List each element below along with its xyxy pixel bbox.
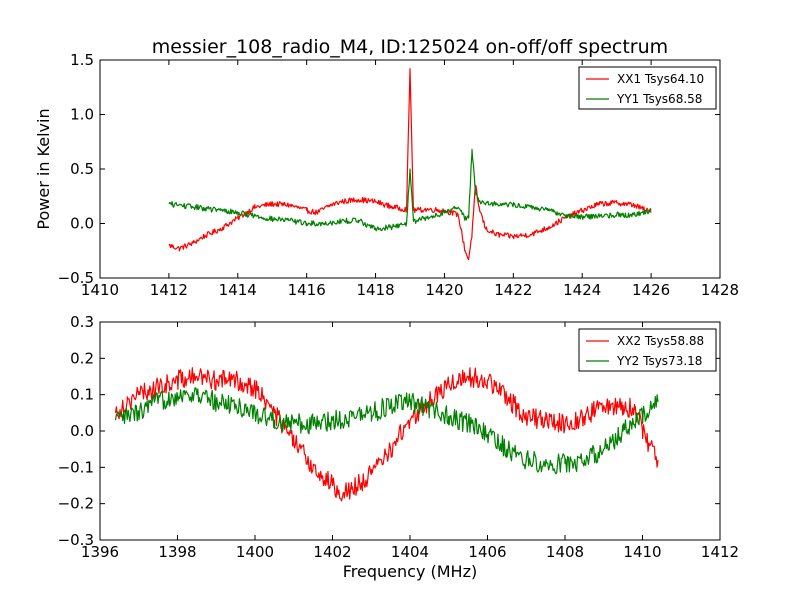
y-tick-label: 0.5	[70, 160, 94, 178]
plot-area	[168, 68, 652, 261]
x-tick-label: 1408	[546, 543, 584, 561]
legend-label: YY1 Tsys68.58	[616, 92, 702, 106]
y-tick-label: 1.5	[70, 51, 94, 69]
y-tick-label: 1.0	[70, 106, 94, 124]
x-tick-label: 1396	[81, 543, 119, 561]
y-tick-label: 0.0	[70, 215, 94, 233]
y-tick-label: 0.2	[70, 349, 94, 367]
y-tick-label: −0.5	[58, 269, 94, 287]
x-tick-label: 1410	[623, 543, 661, 561]
y-tick-label: −0.1	[58, 458, 94, 476]
legend-box	[578, 328, 717, 372]
x-tick-label: 1404	[391, 543, 429, 561]
x-tick-label: 1422	[494, 281, 532, 299]
x-tick-label: 1398	[158, 543, 196, 561]
legend-label: XX1 Tsys64.10	[617, 72, 704, 86]
x-axis-label: Frequency (MHz)	[343, 562, 477, 581]
x-tick-label: 1402	[313, 543, 351, 561]
y-axis-label: Power in Kelvin	[34, 108, 53, 229]
x-tick-label: 1412	[701, 543, 739, 561]
top-spectrum-panel: 1410 1412 1414 1416 1418 1420 1422 1424 1426 1428…	[58, 51, 740, 299]
x-tick-label: 1406	[468, 543, 506, 561]
y-tick-label: 0.0	[70, 422, 94, 440]
x-tick-label: 1426	[632, 281, 670, 299]
x-tick-label: 1420	[425, 281, 463, 299]
bottom-spectrum-panel: 1396 1398 1400 1402 1404 1406 1408 1410 1412 0.3 0…	[58, 313, 740, 561]
x-tick-label: 1400	[236, 543, 274, 561]
series-line	[168, 68, 652, 261]
x-tick-label: 1412	[150, 281, 188, 299]
x-tick-label: 1424	[563, 281, 601, 299]
y-tick-label: −0.2	[58, 495, 94, 513]
legend: XX1 Tsys64.10 YY1 Tsys68.58	[578, 66, 717, 110]
x-tick-label: 1428	[701, 281, 739, 299]
plot-area	[114, 367, 659, 502]
y-tick-label: 0.3	[70, 313, 94, 331]
x-tick-label: 1416	[288, 281, 326, 299]
series-line	[114, 367, 659, 502]
legend-label: YY2 Tsys73.18	[616, 354, 702, 368]
x-tick-label: 1418	[356, 281, 394, 299]
legend-label: XX2 Tsys58.88	[617, 334, 704, 348]
series-line	[168, 148, 652, 232]
y-tick-label: −0.3	[58, 531, 94, 549]
x-tick-label: 1410	[81, 281, 119, 299]
chart-title: messier_108_radio_M4, ID:125024 on-off/o…	[152, 36, 668, 58]
x-tick-label: 1414	[219, 281, 257, 299]
legend-box	[578, 66, 717, 110]
y-tick-label: 0.1	[70, 386, 94, 404]
legend: XX2 Tsys58.88 YY2 Tsys73.18	[578, 328, 717, 372]
series-line	[114, 387, 659, 475]
